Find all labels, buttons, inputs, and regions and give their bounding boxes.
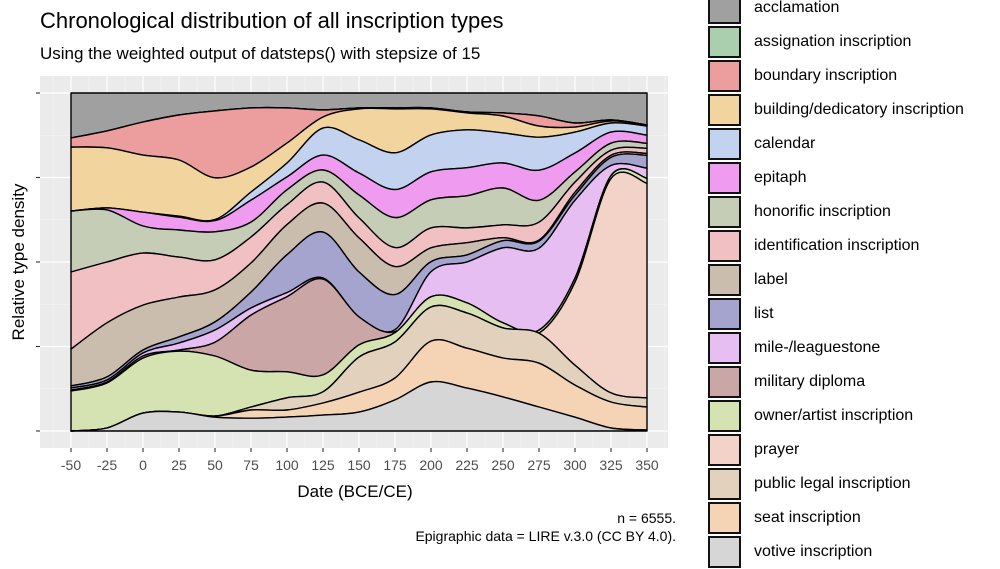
legend-key [708, 94, 741, 126]
x-tick-label: 300 [563, 457, 587, 473]
legend-label: calendar [754, 135, 816, 152]
legend-key [708, 468, 741, 500]
legend-key [708, 332, 741, 364]
legend-item: label [708, 263, 964, 297]
legend-key [708, 536, 741, 568]
x-tick-label: 250 [491, 457, 515, 473]
x-tick-label: 175 [383, 457, 407, 473]
legend-key [708, 434, 741, 466]
legend-item: owner/artist inscription [708, 399, 964, 433]
legend-label: prayer [754, 441, 800, 458]
legend-key [708, 26, 741, 58]
legend-key [708, 400, 741, 432]
caption-source: Epigraphic data = LIRE v.3.0 (CC BY 4.0)… [415, 528, 676, 544]
legend-key [708, 128, 741, 160]
legend-key [708, 366, 741, 398]
legend-label: seat inscription [754, 509, 861, 526]
legend-item: mile-/leaguestone [708, 331, 964, 365]
legend-label: label [754, 271, 788, 288]
x-tick-label: 75 [243, 457, 259, 473]
legend: acclamation assignation inscription bounda… [708, 0, 964, 569]
legend-item: votive inscription [708, 535, 964, 569]
legend-item: building/dedicatory inscription [708, 93, 964, 127]
legend-item: list [708, 297, 964, 331]
legend-key [708, 230, 741, 262]
legend-item: epitaph [708, 161, 964, 195]
stacked-density-chart: -50 -25 0 25 50 75 100 125 150 175 200 225 250 275 300… [9, 76, 668, 501]
legend-key [708, 162, 741, 194]
x-tick-label: 325 [599, 457, 623, 473]
legend-item: boundary inscription [708, 59, 964, 93]
chart-subtitle: Using the weighted output of datsteps() … [40, 44, 481, 63]
x-tick-label: 275 [527, 457, 551, 473]
legend-item: prayer [708, 433, 964, 467]
x-tick-label: 350 [635, 457, 659, 473]
legend-item: calendar [708, 127, 964, 161]
legend-item: seat inscription [708, 501, 964, 535]
legend-item: assignation inscription [708, 25, 964, 59]
caption-sample-size: n = 6555. [617, 510, 676, 526]
x-tick-label: 0 [139, 457, 147, 473]
legend-item: honorific inscription [708, 195, 964, 229]
legend-label: military diploma [754, 373, 866, 390]
x-tick-label: 25 [171, 457, 187, 473]
legend-key [708, 196, 741, 228]
axes: -50 -25 0 25 50 75 100 125 150 175 200 225 250 275 300… [36, 92, 659, 473]
x-tick-label: 200 [419, 457, 443, 473]
legend-item: public legal inscription [708, 467, 964, 501]
legend-key [708, 264, 741, 296]
x-tick-label: -50 [61, 457, 81, 473]
x-tick-label: -25 [97, 457, 117, 473]
legend-label: honorific inscription [754, 203, 891, 220]
legend-key [708, 502, 741, 534]
y-axis-title: Relative type density [9, 183, 28, 340]
layer-votive-inscription [70, 380, 648, 432]
x-tick-label: 225 [455, 457, 479, 473]
legend-label: building/dedicatory inscription [754, 101, 964, 118]
legend-label: mile-/leaguestone [754, 339, 881, 356]
legend-label: owner/artist inscription [754, 407, 914, 424]
x-tick-label: 150 [347, 457, 371, 473]
legend-label: epitaph [754, 169, 807, 186]
legend-item: acclamation [708, 0, 964, 25]
legend-label: votive inscription [754, 543, 873, 560]
x-tick-label: 100 [275, 457, 299, 473]
legend-label: identification inscription [754, 237, 920, 254]
legend-key [708, 298, 741, 330]
legend-key [708, 0, 741, 24]
legend-label: assignation inscription [754, 33, 912, 50]
x-tick-label: 50 [207, 457, 223, 473]
density-layers [70, 92, 648, 432]
legend-label: acclamation [754, 0, 840, 16]
legend-key [708, 60, 741, 92]
x-axis-title: Date (BCE/CE) [297, 482, 412, 501]
legend-label: public legal inscription [754, 475, 911, 492]
legend-item: identification inscription [708, 229, 964, 263]
legend-label: list [754, 305, 774, 322]
legend-label: boundary inscription [754, 67, 898, 84]
chart-title: Chronological distribution of all inscri… [40, 8, 504, 33]
x-tick-label: 125 [311, 457, 335, 473]
legend-item: military diploma [708, 365, 964, 399]
